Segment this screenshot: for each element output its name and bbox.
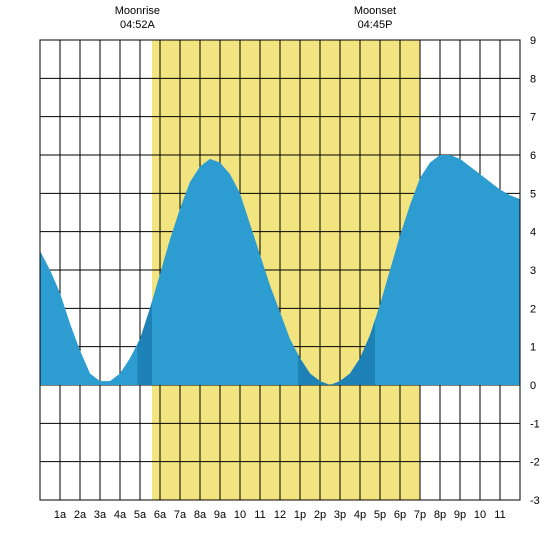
x-tick-label: 2a: [74, 509, 87, 521]
x-tick-label: 1p: [294, 509, 306, 521]
x-tick-label: 10: [234, 509, 246, 521]
annotation-time-1: 04:45P: [358, 19, 393, 31]
x-tick-label: 2p: [314, 509, 326, 521]
y-tick-label: 3: [530, 265, 536, 277]
y-tick-label: 8: [530, 73, 536, 85]
x-tick-label: 3a: [94, 509, 107, 521]
x-tick-label: 9p: [454, 509, 466, 521]
y-tick-label: -3: [530, 495, 540, 507]
x-tick-label: 10: [474, 509, 486, 521]
tide-chart: 1a2a3a4a5a6a7a8a9a1011121p2p3p4p5p6p7p8p…: [0, 0, 550, 550]
y-tick-label: 4: [530, 227, 536, 239]
x-tick-label: 3p: [334, 509, 346, 521]
x-tick-label: 8a: [194, 509, 207, 521]
annotation-title-1: Moonset: [354, 5, 396, 17]
y-tick-label: 7: [530, 112, 536, 124]
x-tick-label: 12: [274, 509, 286, 521]
y-tick-label: 6: [530, 150, 536, 162]
x-tick-label: 6a: [154, 509, 167, 521]
x-tick-label: 9a: [214, 509, 227, 521]
x-tick-label: 4a: [114, 509, 127, 521]
y-tick-label: -1: [530, 418, 540, 430]
x-tick-label: 5a: [134, 509, 147, 521]
x-tick-label: 4p: [354, 509, 366, 521]
x-tick-label: 7a: [174, 509, 187, 521]
x-tick-label: 7p: [414, 509, 426, 521]
x-tick-label: 1a: [54, 509, 67, 521]
x-tick-label: 11: [494, 509, 505, 521]
x-tick-label: 6p: [394, 509, 406, 521]
y-tick-label: 5: [530, 188, 536, 200]
x-tick-label: 5p: [374, 509, 386, 521]
x-tick-label: 8p: [434, 509, 446, 521]
y-tick-label: 1: [530, 342, 536, 354]
annotation-time-0: 04:52A: [120, 19, 156, 31]
y-tick-label: 2: [530, 303, 536, 315]
y-tick-label: -2: [530, 457, 540, 469]
y-tick-label: 9: [530, 35, 536, 47]
y-tick-label: 0: [530, 380, 536, 392]
x-tick-label: 11: [254, 509, 265, 521]
annotation-title-0: Moonrise: [115, 5, 160, 17]
chart-svg: 1a2a3a4a5a6a7a8a9a1011121p2p3p4p5p6p7p8p…: [0, 0, 550, 550]
